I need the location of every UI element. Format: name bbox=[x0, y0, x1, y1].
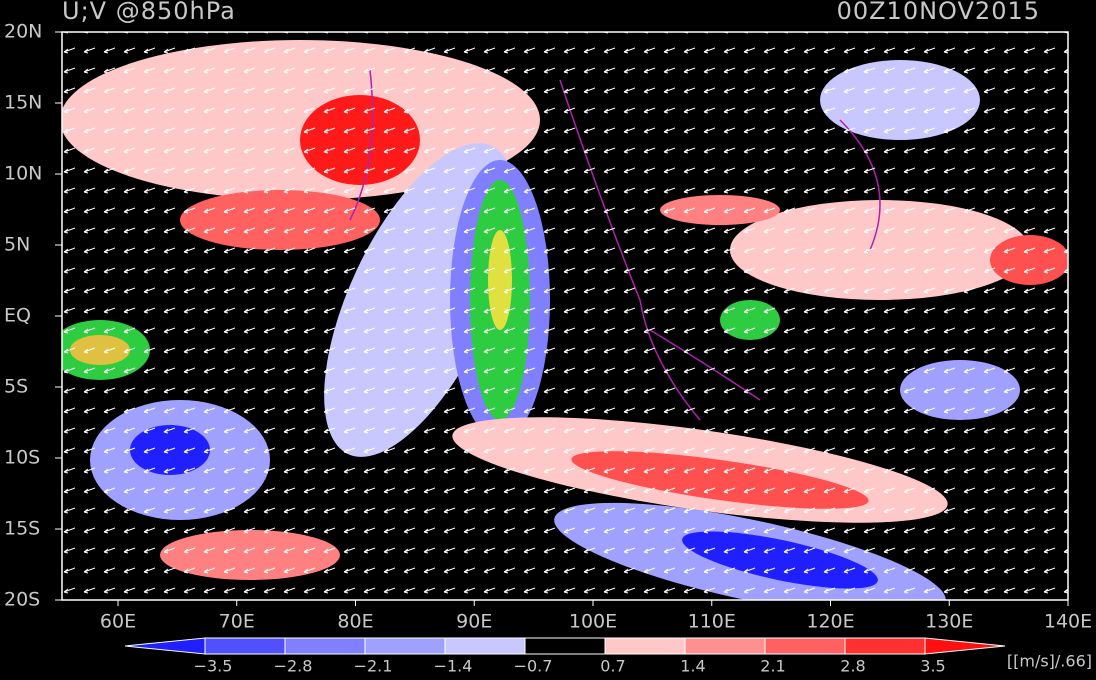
colorbar-box bbox=[604, 637, 686, 655]
colorbar-arrow-right bbox=[924, 637, 1006, 655]
lon-label: 120E bbox=[806, 611, 854, 633]
lat-label: 20N bbox=[4, 21, 42, 43]
lon-label: 80E bbox=[337, 611, 373, 633]
colorbar-box bbox=[844, 637, 926, 655]
colorbar-box bbox=[204, 637, 286, 655]
colorbar-box bbox=[444, 637, 526, 655]
lat-label: EQ bbox=[4, 305, 31, 327]
colorbar-label: −2.1 bbox=[354, 657, 393, 676]
lon-label: 100E bbox=[569, 611, 617, 633]
colorbar-label: 2.8 bbox=[840, 657, 865, 676]
lat-label: 10N bbox=[4, 163, 42, 185]
lat-label: 15N bbox=[4, 92, 42, 114]
lon-label: 90E bbox=[456, 611, 492, 633]
lat-label: 5S bbox=[4, 376, 28, 398]
colorbar-units: [[m/s]/.66] bbox=[1007, 652, 1092, 671]
lon-label: 110E bbox=[688, 611, 736, 633]
colorbar-label: −1.4 bbox=[434, 657, 473, 676]
colorbar-arrow-left bbox=[124, 637, 206, 655]
colorbar-label: 2.1 bbox=[760, 657, 785, 676]
lat-axis: 20N 15N 10N 5N EQ 5S 10S 15S 20S bbox=[4, 21, 62, 611]
colorbar-label: 3.5 bbox=[920, 657, 945, 676]
field bbox=[62, 32, 1068, 600]
colorbar-box bbox=[364, 637, 446, 655]
colorbar-label: 0.7 bbox=[600, 657, 625, 676]
lon-label: 70E bbox=[219, 611, 255, 633]
colorbar-label: −0.7 bbox=[514, 657, 553, 676]
colorbar-box bbox=[684, 637, 766, 655]
lon-label: 140E bbox=[1044, 611, 1092, 633]
colorbar-box bbox=[284, 637, 366, 655]
colorbar-label: −2.8 bbox=[274, 657, 313, 676]
lon-label: 60E bbox=[100, 611, 136, 633]
lat-label: 10S bbox=[4, 447, 40, 469]
map-title: U;V @850hPa bbox=[62, 0, 236, 25]
lon-label: 130E bbox=[925, 611, 973, 633]
lat-label: 15S bbox=[4, 518, 40, 540]
colorbar: −3.5 −2.8 −2.1 −1.4 −0.7 0.7 1.4 2.1 2.8 3.5 [[m/s… bbox=[124, 637, 1092, 676]
colorbar-label: 1.4 bbox=[680, 657, 705, 676]
colorbar-box bbox=[524, 637, 606, 655]
colorbar-label: −3.5 bbox=[194, 657, 233, 676]
colorbar-box bbox=[764, 637, 846, 655]
lat-label: 5N bbox=[4, 234, 30, 256]
map-time: 00Z10NOV2015 bbox=[837, 0, 1040, 25]
lat-label: 20S bbox=[4, 589, 40, 611]
lon-axis: 60E 70E 80E 90E 100E 110E 120E 130E 140E bbox=[100, 600, 1092, 633]
